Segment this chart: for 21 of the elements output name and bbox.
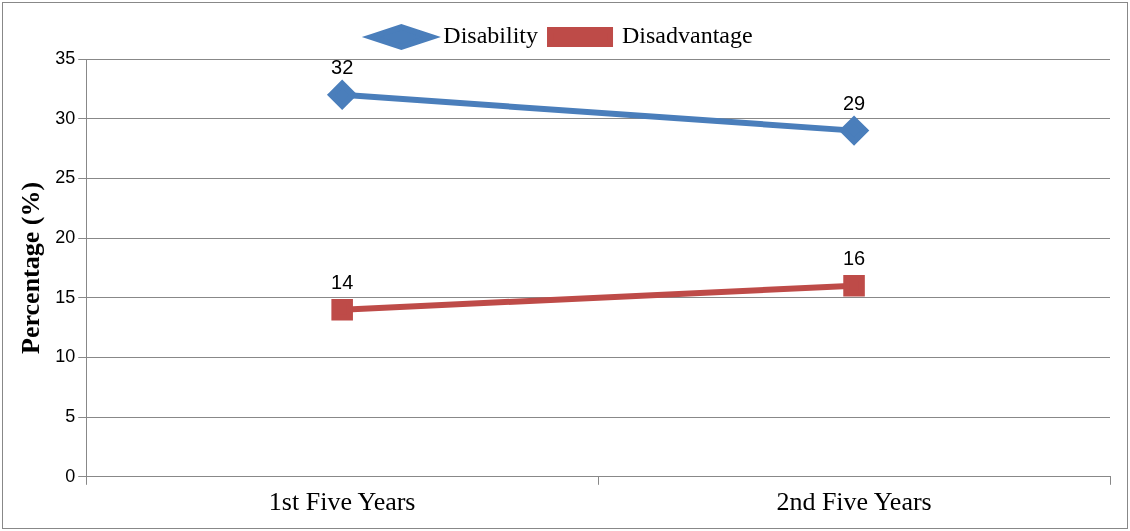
point (840, 116, 869, 145)
x-tick-label: 2nd Five Years (776, 487, 932, 517)
y-tick-label: 30 (55, 107, 76, 128)
data-label: 29 (842, 92, 866, 115)
data-label: 14 (331, 271, 354, 294)
y-tick-label: 5 (65, 406, 76, 427)
y-axis-title: Percentage (%) (16, 181, 46, 354)
legend-label: Disability (443, 22, 539, 49)
point (331, 298, 353, 321)
y-tick-label: 35 (55, 47, 76, 68)
legend-label: Disadvantage (622, 22, 753, 49)
y-tick-label: 25 (55, 167, 76, 188)
data-label: 32 (331, 56, 354, 79)
point (843, 275, 865, 297)
point (328, 80, 357, 109)
data-label: 16 (842, 247, 866, 270)
y-tick-label: 10 (55, 346, 76, 367)
y-tick-label: 15 (55, 286, 76, 307)
x-tick-label: 1st Five Years (268, 487, 416, 517)
y-tick-label: 0 (65, 465, 76, 486)
y-tick-label: 20 (55, 227, 76, 248)
